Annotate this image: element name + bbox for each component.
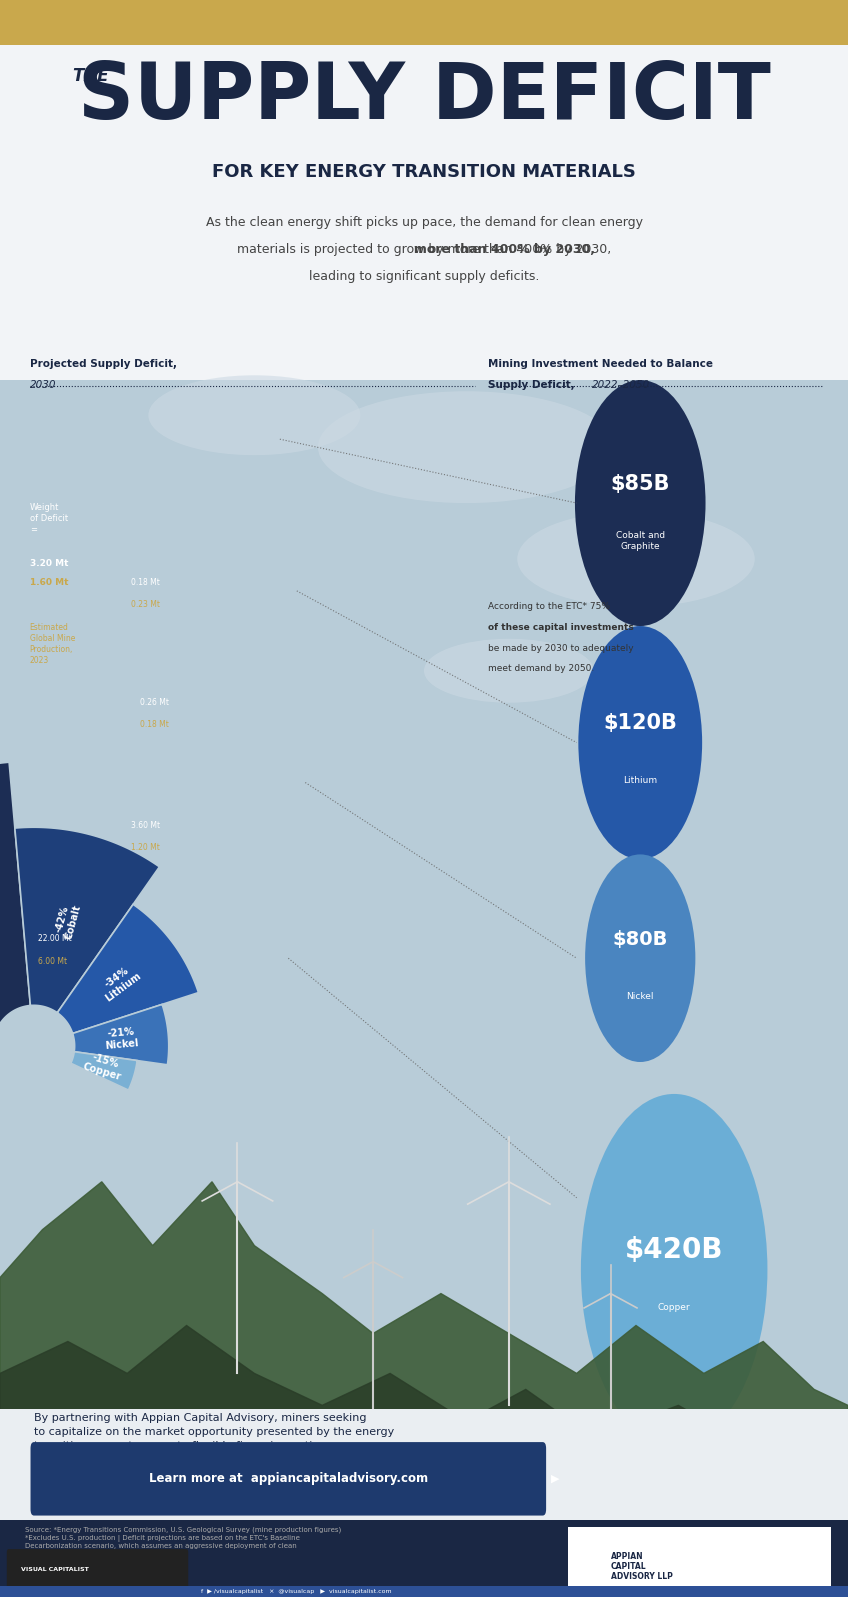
Circle shape	[578, 626, 702, 859]
Text: Projected Supply Deficit,: Projected Supply Deficit,	[30, 359, 176, 369]
Circle shape	[575, 380, 706, 626]
Text: Lithium: Lithium	[623, 776, 657, 786]
Text: meet demand by 2050.: meet demand by 2050.	[488, 664, 594, 674]
Ellipse shape	[424, 639, 594, 703]
Text: of these capital investments: of these capital investments	[488, 623, 633, 632]
Text: f  ▶ /visualcapitalist   ⨯  @visualcap   ▶  visualcapitalist.com: f ▶ /visualcapitalist ⨯ @visualcap ▶ vis…	[202, 1589, 392, 1594]
Text: 0.23 Mt: 0.23 Mt	[131, 600, 160, 610]
Text: Cobalt and
Graphite: Cobalt and Graphite	[616, 532, 665, 551]
Text: 2022–2050: 2022–2050	[592, 380, 650, 390]
Polygon shape	[0, 1182, 848, 1504]
Text: more than 400% by 2030,: more than 400% by 2030,	[253, 243, 595, 256]
Text: By partnering with Appian Capital Advisory, miners seeking
to capitalize on the : By partnering with Appian Capital Adviso…	[34, 1413, 394, 1452]
Polygon shape	[15, 827, 159, 1012]
Text: Estimated
Global Mine
Production,
2023: Estimated Global Mine Production, 2023	[30, 623, 75, 664]
Bar	[0, 45, 848, 380]
Polygon shape	[73, 1005, 169, 1065]
Text: leading to significant supply deficits.: leading to significant supply deficits.	[309, 270, 539, 283]
Bar	[0, 380, 848, 1504]
Text: According to the ETC* 75%: According to the ETC* 75%	[488, 602, 610, 612]
Text: FOR KEY ENERGY TRANSITION MATERIALS: FOR KEY ENERGY TRANSITION MATERIALS	[212, 163, 636, 180]
Text: 0.18 Mt: 0.18 Mt	[131, 578, 160, 588]
Text: 6.00 Mt: 6.00 Mt	[38, 957, 67, 966]
Polygon shape	[0, 762, 31, 1035]
Ellipse shape	[148, 375, 360, 455]
Text: -34%
Lithium: -34% Lithium	[97, 961, 143, 1003]
Text: THE: THE	[72, 67, 109, 85]
Text: 0.18 Mt: 0.18 Mt	[140, 720, 169, 730]
Bar	[0, 1409, 848, 1597]
Text: Nickel: Nickel	[627, 992, 654, 1001]
Text: ▶: ▶	[551, 1474, 560, 1484]
Ellipse shape	[318, 391, 615, 503]
Text: Supply Deficit,: Supply Deficit,	[488, 380, 578, 390]
Text: Copper: Copper	[658, 1303, 690, 1313]
Text: $80B: $80B	[612, 929, 668, 949]
Text: Learn more at  appiancapitaladvisory.com: Learn more at appiancapitaladvisory.com	[148, 1472, 428, 1485]
Text: Source: *Energy Transitions Commission, U.S. Geological Survey (mine production : Source: *Energy Transitions Commission, …	[25, 1527, 342, 1557]
Bar	[0, 1504, 848, 1597]
Bar	[0, 1520, 848, 1597]
Ellipse shape	[517, 511, 755, 607]
Text: -42%
Cobalt: -42% Cobalt	[53, 901, 82, 941]
Text: As the clean energy shift picks up pace, the demand for clean energy: As the clean energy shift picks up pace,…	[205, 216, 643, 228]
FancyBboxPatch shape	[7, 1549, 188, 1591]
Polygon shape	[0, 1326, 848, 1504]
Polygon shape	[58, 904, 198, 1033]
Text: materials is projected to grow by more than 400% by 2030,: materials is projected to grow by more t…	[237, 243, 611, 256]
Text: 1.60 Mt: 1.60 Mt	[30, 578, 68, 588]
Text: APPIAN
CAPITAL
ADVISORY LLP: APPIAN CAPITAL ADVISORY LLP	[611, 1552, 672, 1581]
Text: $420B: $420B	[625, 1236, 723, 1265]
Text: 1.20 Mt: 1.20 Mt	[131, 843, 160, 853]
Circle shape	[581, 1094, 767, 1445]
Text: $85B: $85B	[611, 474, 670, 493]
Text: 2030: 2030	[30, 380, 56, 390]
Text: VISUAL CAPITALIST: VISUAL CAPITALIST	[21, 1567, 89, 1573]
Text: $120B: $120B	[603, 714, 678, 733]
Text: -15%
Copper: -15% Copper	[81, 1051, 126, 1083]
Bar	[0, 1586, 848, 1597]
Text: Mining Investment Needed to Balance: Mining Investment Needed to Balance	[488, 359, 712, 369]
Bar	[0, 0, 848, 45]
Text: 22.00 Mt: 22.00 Mt	[38, 934, 72, 944]
Text: SUPPLY DEFICIT: SUPPLY DEFICIT	[78, 59, 770, 136]
Text: 3.60 Mt: 3.60 Mt	[131, 821, 160, 830]
Circle shape	[585, 854, 695, 1062]
Text: 0.26 Mt: 0.26 Mt	[140, 698, 169, 707]
Text: 3.20 Mt: 3.20 Mt	[30, 559, 68, 569]
Text: be made by 2030 to adequately: be made by 2030 to adequately	[488, 644, 633, 653]
FancyBboxPatch shape	[31, 1442, 546, 1516]
Bar	[568, 1527, 831, 1587]
Text: -21%
Nickel: -21% Nickel	[103, 1027, 139, 1051]
Text: Weight
of Deficit
=: Weight of Deficit =	[30, 503, 68, 535]
Polygon shape	[71, 1052, 137, 1091]
